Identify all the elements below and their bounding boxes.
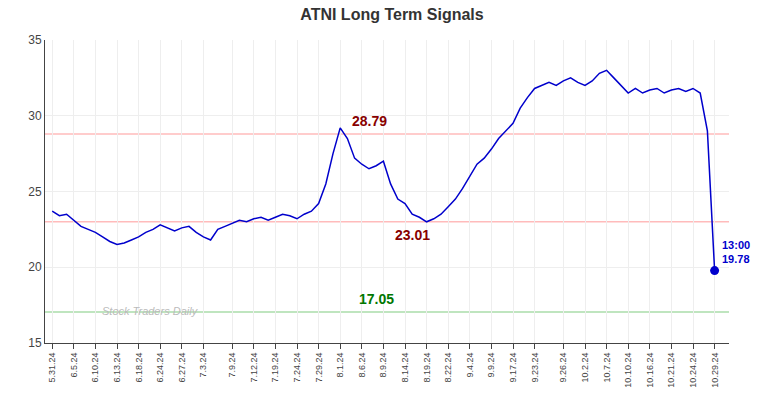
svg-text:9.4.24: 9.4.24 bbox=[465, 353, 475, 378]
svg-text:15: 15 bbox=[28, 336, 42, 350]
svg-text:6.5.24: 6.5.24 bbox=[69, 353, 79, 378]
svg-text:9.23.24: 9.23.24 bbox=[530, 353, 540, 383]
svg-text:6.13.24: 6.13.24 bbox=[112, 353, 122, 383]
svg-text:7.24.24: 7.24.24 bbox=[292, 353, 302, 383]
svg-text:6.10.24: 6.10.24 bbox=[90, 353, 100, 383]
svg-text:17.05: 17.05 bbox=[359, 291, 394, 307]
svg-text:13:0019.78: 13:0019.78 bbox=[722, 239, 750, 265]
svg-text:23.01: 23.01 bbox=[395, 227, 430, 243]
svg-text:7.9.24: 7.9.24 bbox=[227, 353, 237, 378]
svg-text:8.6.24: 8.6.24 bbox=[357, 353, 367, 378]
svg-text:10.2.24: 10.2.24 bbox=[580, 353, 590, 383]
svg-text:9.26.24: 9.26.24 bbox=[558, 353, 568, 383]
svg-text:6.18.24: 6.18.24 bbox=[134, 353, 144, 383]
svg-text:8.1.24: 8.1.24 bbox=[335, 353, 345, 378]
svg-text:9.17.24: 9.17.24 bbox=[508, 353, 518, 383]
svg-text:8.9.24: 8.9.24 bbox=[378, 353, 388, 378]
svg-text:6.27.24: 6.27.24 bbox=[177, 353, 187, 383]
svg-text:35: 35 bbox=[28, 33, 42, 47]
svg-text:7.29.24: 7.29.24 bbox=[314, 353, 324, 383]
svg-text:Stock Traders Daily: Stock Traders Daily bbox=[102, 305, 199, 317]
svg-text:8.19.24: 8.19.24 bbox=[422, 353, 432, 383]
svg-text:10.21.24: 10.21.24 bbox=[666, 353, 676, 388]
svg-text:7.3.24: 7.3.24 bbox=[198, 353, 208, 378]
svg-text:6.24.24: 6.24.24 bbox=[155, 353, 165, 383]
svg-text:10.16.24: 10.16.24 bbox=[645, 353, 655, 388]
svg-text:10.29.24: 10.29.24 bbox=[710, 353, 720, 388]
svg-text:28.79: 28.79 bbox=[352, 113, 387, 129]
svg-text:10.10.24: 10.10.24 bbox=[623, 353, 633, 388]
svg-text:9.9.24: 9.9.24 bbox=[486, 353, 496, 378]
svg-text:10.24.24: 10.24.24 bbox=[688, 353, 698, 388]
svg-text:25: 25 bbox=[28, 185, 42, 199]
svg-text:8.14.24: 8.14.24 bbox=[400, 353, 410, 383]
svg-text:ATNI Long Term Signals: ATNI Long Term Signals bbox=[300, 6, 484, 23]
svg-text:7.12.24: 7.12.24 bbox=[249, 353, 259, 383]
svg-text:7.19.24: 7.19.24 bbox=[270, 353, 280, 383]
svg-text:8.22.24: 8.22.24 bbox=[443, 353, 453, 383]
svg-text:10.7.24: 10.7.24 bbox=[602, 353, 612, 383]
svg-text:30: 30 bbox=[28, 109, 42, 123]
svg-text:20: 20 bbox=[28, 260, 42, 274]
svg-text:5.31.24: 5.31.24 bbox=[47, 353, 57, 383]
